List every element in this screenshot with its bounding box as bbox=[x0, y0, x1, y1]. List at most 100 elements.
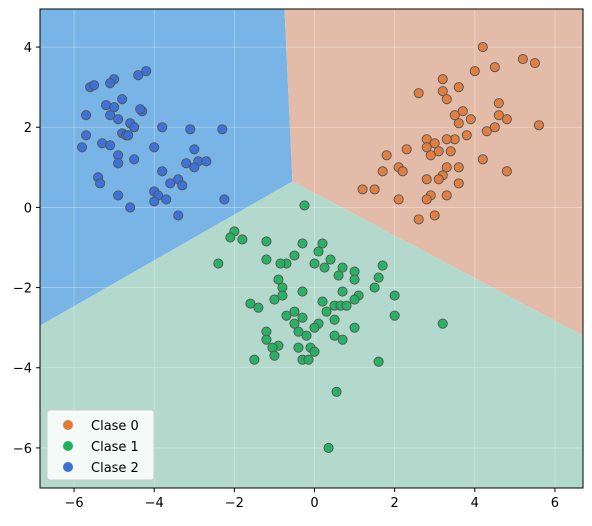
legend-marker bbox=[63, 420, 73, 430]
data-point-clase-0 bbox=[441, 162, 452, 173]
data-point-clase-0 bbox=[449, 110, 460, 121]
data-point-clase-1 bbox=[313, 246, 324, 257]
data-point-clase-1 bbox=[297, 238, 308, 249]
data-point-clase-1 bbox=[319, 262, 330, 273]
data-point-clase-0 bbox=[425, 150, 436, 161]
data-point-clase-2 bbox=[113, 190, 124, 201]
data-point-clase-0 bbox=[441, 134, 452, 145]
data-point-clase-0 bbox=[393, 194, 404, 205]
data-point-clase-0 bbox=[381, 150, 392, 161]
data-point-clase-0 bbox=[445, 146, 456, 157]
data-point-clase-1 bbox=[297, 286, 308, 297]
legend-box bbox=[46, 409, 155, 481]
data-point-clase-2 bbox=[177, 180, 188, 191]
data-point-clase-0 bbox=[441, 190, 452, 201]
data-point-clase-0 bbox=[421, 174, 432, 185]
data-point-clase-0 bbox=[457, 106, 468, 117]
x-tick-label: 6 bbox=[551, 496, 559, 511]
data-point-clase-2 bbox=[173, 210, 184, 221]
data-points bbox=[77, 42, 544, 453]
data-point-clase-1 bbox=[323, 442, 334, 453]
data-point-clase-1 bbox=[301, 330, 312, 341]
data-point-clase-1 bbox=[329, 330, 340, 341]
data-point-clase-2 bbox=[185, 124, 196, 135]
data-point-clase-0 bbox=[453, 82, 464, 93]
data-point-clase-0 bbox=[469, 66, 480, 77]
data-point-clase-1 bbox=[213, 258, 224, 269]
region-clase-0 bbox=[284, 9, 583, 336]
data-point-clase-2 bbox=[135, 104, 146, 115]
data-point-clase-0 bbox=[529, 58, 540, 69]
data-point-clase-1 bbox=[289, 318, 300, 329]
x-tick-label: 2 bbox=[391, 496, 399, 511]
region-clase-1 bbox=[40, 181, 583, 488]
legend-label: Clase 1 bbox=[91, 440, 139, 455]
data-point-clase-2 bbox=[123, 130, 134, 141]
data-point-clase-0 bbox=[377, 166, 388, 177]
data-point-clase-1 bbox=[349, 294, 360, 305]
data-point-clase-2 bbox=[201, 156, 212, 167]
data-point-clase-1 bbox=[253, 302, 264, 313]
data-point-clase-1 bbox=[373, 356, 384, 367]
data-point-clase-1 bbox=[245, 298, 256, 309]
data-point-clase-2 bbox=[113, 114, 124, 125]
data-point-clase-0 bbox=[493, 98, 504, 109]
data-point-clase-2 bbox=[219, 194, 230, 205]
data-point-clase-1 bbox=[309, 258, 320, 269]
data-point-clase-0 bbox=[453, 162, 464, 173]
y-tick-label: 2 bbox=[24, 121, 32, 136]
data-point-clase-0 bbox=[481, 126, 492, 137]
data-point-clase-0 bbox=[401, 144, 412, 155]
data-point-clase-1 bbox=[269, 294, 280, 305]
data-point-clase-0 bbox=[429, 210, 440, 221]
data-point-clase-2 bbox=[105, 110, 116, 121]
data-point-clase-2 bbox=[117, 94, 128, 105]
data-point-clase-1 bbox=[289, 306, 300, 317]
data-point-clase-0 bbox=[397, 166, 408, 177]
data-point-clase-2 bbox=[109, 102, 120, 113]
data-point-clase-1 bbox=[309, 322, 320, 333]
y-tick-label: 0 bbox=[24, 201, 32, 216]
data-point-clase-1 bbox=[369, 282, 380, 293]
data-point-clase-2 bbox=[105, 78, 116, 89]
data-point-clase-1 bbox=[389, 310, 400, 321]
data-point-clase-1 bbox=[225, 232, 236, 243]
data-point-clase-2 bbox=[189, 144, 200, 155]
data-point-clase-0 bbox=[421, 194, 432, 205]
data-point-clase-1 bbox=[269, 350, 280, 361]
data-point-clase-0 bbox=[357, 184, 368, 195]
data-point-clase-2 bbox=[81, 130, 92, 141]
data-point-clase-0 bbox=[433, 146, 444, 157]
data-point-clase-1 bbox=[273, 274, 284, 285]
legend-marker bbox=[63, 462, 73, 472]
plot-frame bbox=[39, 8, 584, 489]
data-point-clase-0 bbox=[369, 184, 380, 195]
data-point-clase-1 bbox=[329, 314, 340, 325]
x-tick-label: −2 bbox=[225, 496, 244, 511]
legend: Clase 0 Clase 1 Clase 2 bbox=[46, 409, 155, 481]
data-point-clase-1 bbox=[293, 342, 304, 353]
data-point-clase-1 bbox=[297, 312, 308, 323]
data-point-clase-2 bbox=[133, 70, 144, 81]
data-point-clase-1 bbox=[389, 290, 400, 301]
data-point-clase-0 bbox=[429, 138, 440, 149]
data-point-clase-1 bbox=[277, 290, 288, 301]
data-point-clase-1 bbox=[325, 254, 336, 265]
data-point-clase-1 bbox=[317, 238, 328, 249]
data-point-clase-1 bbox=[299, 200, 310, 211]
data-point-clase-0 bbox=[489, 122, 500, 133]
data-point-clase-2 bbox=[157, 166, 168, 177]
data-point-clase-2 bbox=[129, 122, 140, 133]
data-point-clase-1 bbox=[249, 354, 260, 365]
data-point-clase-0 bbox=[477, 42, 488, 53]
data-point-clase-2 bbox=[217, 124, 228, 135]
y-tick-label: −2 bbox=[13, 282, 32, 297]
data-point-clase-1 bbox=[303, 354, 314, 365]
data-point-clase-0 bbox=[413, 214, 424, 225]
data-point-clase-2 bbox=[125, 202, 136, 213]
data-point-clase-2 bbox=[113, 158, 124, 169]
data-point-clase-1 bbox=[377, 260, 388, 271]
data-point-clase-2 bbox=[89, 80, 100, 91]
